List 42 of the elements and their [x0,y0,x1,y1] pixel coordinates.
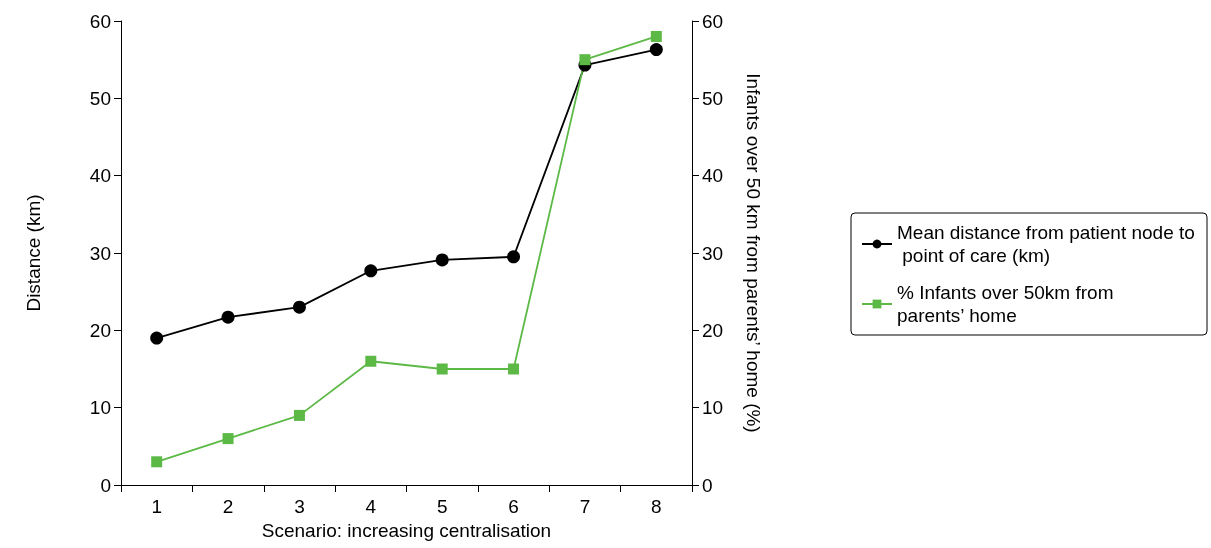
y2-tick-label: 30 [702,242,724,264]
x-axis-title: Scenario: increasing centralisation [261,520,552,541]
point [221,310,235,324]
x-tick-label: 1 [151,496,162,517]
x-tick-label: 5 [436,496,448,517]
x-tick-label: 4 [365,496,377,517]
y2-tick-label: 0 [702,474,713,496]
point [649,43,663,57]
y-tick-label: 10 [89,397,111,419]
point [508,363,520,375]
point [292,300,306,314]
y2-axis-title: Infants over 50 km from parents’ home (%) [743,73,764,433]
y2-tick-label: 10 [702,397,724,419]
y2-tick-label: 50 [702,87,724,109]
legend-label: Mean distance from patient node to point of care (km) [897,222,1195,266]
y2-tick-label: 20 [702,319,724,341]
y2-tick-label: 40 [702,165,724,187]
point [222,433,234,445]
point [650,30,662,42]
y-tick-label: 60 [89,10,111,32]
x-tick-label: 2 [222,496,234,517]
x-tick-label: 6 [508,496,519,517]
y-tick-label: 0 [100,474,111,496]
point [150,331,164,345]
point [364,264,378,278]
point [435,253,449,267]
point [436,363,448,375]
y2-tick-label: 60 [702,10,724,32]
y-tick-label: 50 [89,87,111,109]
x-tick-label: 3 [294,496,305,517]
x-tick-label: 7 [579,496,591,517]
legend-label: % Infants over 50km from parents’ home [897,282,1119,326]
point [293,409,305,421]
y-tick-label: 30 [89,242,111,264]
point [365,355,377,367]
x-tick-label: 8 [651,496,662,517]
y-tick-label: 40 [89,165,111,187]
y-axis-title: Distance (km) [23,194,44,312]
y-tick-label: 20 [89,319,111,341]
point [507,250,521,264]
point [579,54,591,66]
point [151,456,163,468]
